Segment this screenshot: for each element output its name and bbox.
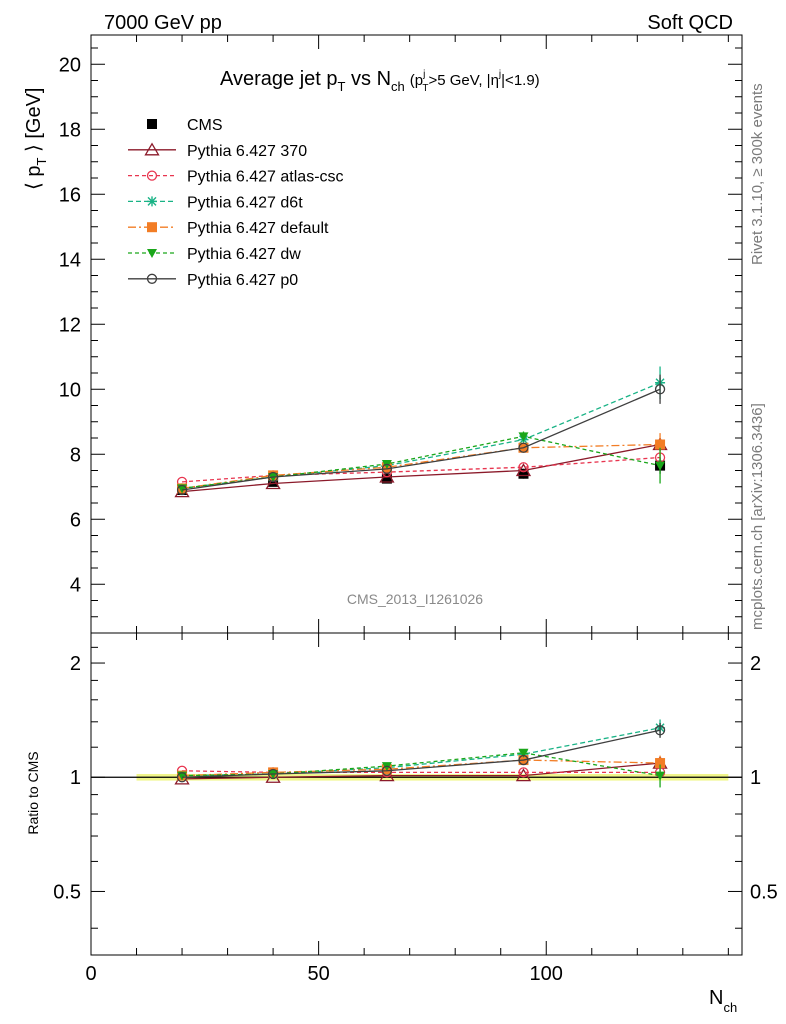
y-tick-label: 8 (70, 444, 81, 466)
ratio-y-tick-label-right: 2 (750, 653, 761, 675)
y-axis-label-rest: ⟩ [GeV] (23, 88, 45, 158)
y-axis-label: ⟨ pT ⟩ [GeV] (23, 88, 49, 191)
ratio-y-tick-label-right: 1 (750, 767, 761, 789)
main-line-p0 (181, 388, 661, 491)
ratio-point-atlas (518, 767, 529, 778)
mcplots-label: mcplots.cern.ch [arXiv:1306.3436] (749, 403, 766, 630)
ratio-point-p0 (176, 772, 188, 783)
title-cut-a-sub: T (422, 83, 428, 94)
ratio-point-p0 (267, 768, 279, 780)
y-tick-label: 20 (59, 54, 81, 76)
main-plot: 4 6 8 10 12 14 16 18 20 (59, 35, 742, 633)
legend-marker-cms (147, 119, 157, 129)
title-vs-sub: ch (391, 79, 405, 94)
legend-label-p0: Pythia 6.427 p0 (187, 272, 298, 289)
title-cut-a-sup: j (422, 69, 425, 80)
ratio-plot: 0.5 0.5 1 1 2 2 0 50 100 (53, 633, 778, 985)
ratio-y-tick-label: 1 (70, 767, 81, 789)
y-axis-label-main: ⟨ p (23, 166, 45, 190)
main-point-p0 (654, 384, 666, 395)
x-axis-label-main: N (709, 987, 723, 1009)
main-point-p0 (518, 442, 529, 453)
main-point-p370 (379, 469, 395, 483)
ratio-point-default (655, 758, 666, 769)
main-line-p370 (181, 443, 661, 493)
legend-marker-d6t (147, 196, 157, 207)
main-point-default (655, 439, 666, 450)
ratio-plot-frame (90, 632, 743, 956)
x-axis-label: Nch (709, 987, 737, 1015)
main-point-p0 (381, 463, 393, 475)
rivet-label: Rivet 3.1.10, ≥ 300k events (749, 83, 766, 265)
ratio-point-p0 (654, 725, 666, 736)
legend-label-dw: Pythia 6.427 dw (187, 246, 301, 263)
legend-marker-dw (147, 249, 157, 258)
main-line-atlas (182, 456, 661, 483)
x-tick-label: 50 (307, 963, 329, 985)
legend-label-default: Pythia 6.427 default (187, 220, 329, 237)
main-point-dw (518, 432, 529, 442)
ratio-point-p0 (381, 765, 393, 776)
main-point-p0 (176, 484, 188, 496)
header-left-label: 7000 GeV pp (104, 12, 222, 34)
legend-label-d6t: Pythia 6.427 d6t (187, 194, 303, 211)
main-point-atlas (518, 462, 529, 473)
legend-marker-p370 (144, 142, 160, 156)
y-tick-label: 14 (59, 249, 81, 271)
cms-data-point (518, 468, 529, 479)
title-main: Average jet p (220, 68, 338, 90)
title-cut-c: |<1.9) (501, 72, 540, 89)
ratio-y-axis-label: Ratio to CMS (25, 751, 41, 834)
title-cut-a: (p (410, 72, 423, 89)
y-tick-label: 10 (59, 379, 81, 401)
ratio-y-tick-label-right: 0.5 (750, 881, 778, 903)
main-point-dw (655, 461, 666, 471)
y-tick-label: 16 (59, 184, 81, 206)
y-tick-label: 6 (70, 509, 81, 531)
legend: CMS Pythia 6.427 370 Pythia 6.427 atlas-cs… (128, 117, 344, 289)
cms-data-point (381, 473, 392, 484)
main-line-d6t (181, 382, 661, 490)
ratio-point-dw (655, 771, 666, 781)
analysis-id-label: CMS_2013_I1261026 (347, 591, 483, 607)
title-vs: vs N (345, 68, 391, 90)
y-tick-label: 18 (59, 119, 81, 141)
main-line-default (181, 443, 661, 490)
y-tick-label: 4 (70, 574, 81, 596)
ratio-line-p0 (182, 729, 661, 778)
title-main-sub: T (338, 79, 346, 94)
ratio-line-atlas (182, 770, 661, 774)
ratio-point-p0 (518, 754, 529, 766)
chart-title: Average jet pT vs Nch (pj T>5 GeV, |ηj|<1.… (220, 68, 540, 94)
legend-label-p370: Pythia 6.427 370 (187, 143, 307, 160)
legend-label-atlas: Pythia 6.427 atlas-csc (187, 169, 344, 186)
x-axis-label-sub: ch (723, 1000, 737, 1015)
ratio-point-dw (518, 748, 529, 758)
legend-marker-p0 (146, 273, 158, 284)
legend-marker-atlas (146, 170, 158, 181)
x-tick-label: 0 (85, 963, 96, 985)
y-tick-label: 12 (59, 314, 81, 336)
main-point-p0 (267, 471, 279, 483)
ratio-y-tick-label: 2 (70, 653, 81, 675)
main-point-p370 (265, 476, 281, 490)
title-cut-b: >5 GeV, |η (428, 72, 498, 89)
ratio-y-tick-label: 0.5 (53, 881, 81, 903)
legend-marker-default (147, 222, 157, 233)
legend-label-cms: CMS (187, 117, 223, 134)
y-axis-label-sub: T (34, 158, 49, 166)
x-tick-label: 100 (530, 963, 563, 985)
header-right-label: Soft QCD (647, 12, 733, 34)
title-cut-b-sup: j (498, 69, 501, 80)
